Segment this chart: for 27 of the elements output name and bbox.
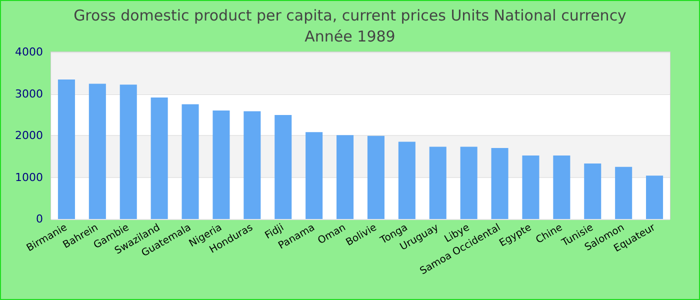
bar [212,110,230,219]
bar [429,146,446,219]
bar [491,148,508,219]
bar [120,84,137,219]
bar [244,111,261,219]
y-tick-label: 1000 [15,170,43,184]
bar [398,142,416,219]
bar [336,135,354,219]
bar [522,156,540,219]
chart-title: Gross domestic product per capita, current prices Units National currency [74,6,627,24]
bar [553,156,570,219]
bar [306,132,323,219]
y-tick-label: 2000 [15,129,43,142]
bar [88,84,106,219]
bar [646,176,664,219]
bar [150,98,168,219]
bar [584,163,602,219]
bar [367,136,384,219]
bar [274,115,292,219]
chart-subtitle: Année 1989 [304,28,396,46]
bar [460,146,478,219]
bar [58,80,75,219]
bar [615,166,632,219]
y-tick-label: 0 [36,212,43,226]
bar [182,104,199,219]
y-tick-label: 3000 [15,87,43,100]
y-tick-label: 4000 [15,46,43,58]
